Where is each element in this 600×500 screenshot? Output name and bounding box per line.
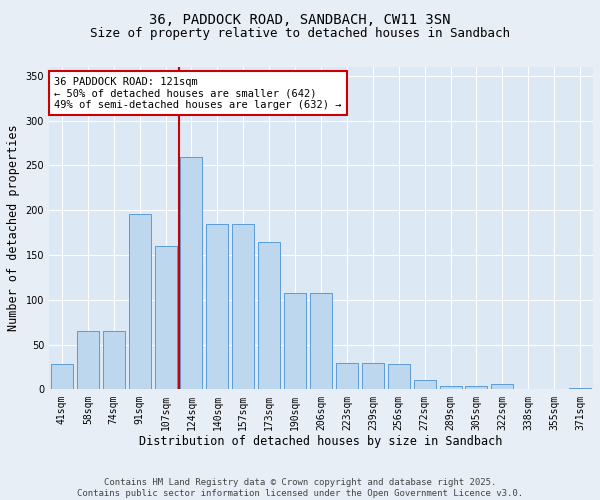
Bar [284, 292, 306, 390]
Text: Contains HM Land Registry data © Crown copyright and database right 2025.
Contai: Contains HM Land Registry data © Crown c… [77, 478, 523, 498]
Bar [181, 156, 202, 390]
Bar [466, 386, 487, 390]
Bar [103, 331, 125, 390]
Bar [77, 331, 99, 390]
Text: Size of property relative to detached houses in Sandbach: Size of property relative to detached ho… [90, 28, 510, 40]
Bar [336, 362, 358, 390]
Bar [51, 364, 73, 390]
Text: 36, PADDOCK ROAD, SANDBACH, CW11 3SN: 36, PADDOCK ROAD, SANDBACH, CW11 3SN [149, 12, 451, 26]
Bar [232, 224, 254, 390]
X-axis label: Distribution of detached houses by size in Sandbach: Distribution of detached houses by size … [139, 435, 503, 448]
Bar [491, 384, 514, 390]
Bar [413, 380, 436, 390]
Text: 36 PADDOCK ROAD: 121sqm
← 50% of detached houses are smaller (642)
49% of semi-d: 36 PADDOCK ROAD: 121sqm ← 50% of detache… [55, 76, 342, 110]
Bar [388, 364, 410, 390]
Bar [440, 386, 461, 390]
Y-axis label: Number of detached properties: Number of detached properties [7, 125, 20, 332]
Bar [310, 292, 332, 390]
Bar [362, 362, 384, 390]
Bar [569, 388, 591, 390]
Bar [155, 246, 176, 390]
Bar [206, 224, 229, 390]
Bar [258, 242, 280, 390]
Bar [128, 214, 151, 390]
